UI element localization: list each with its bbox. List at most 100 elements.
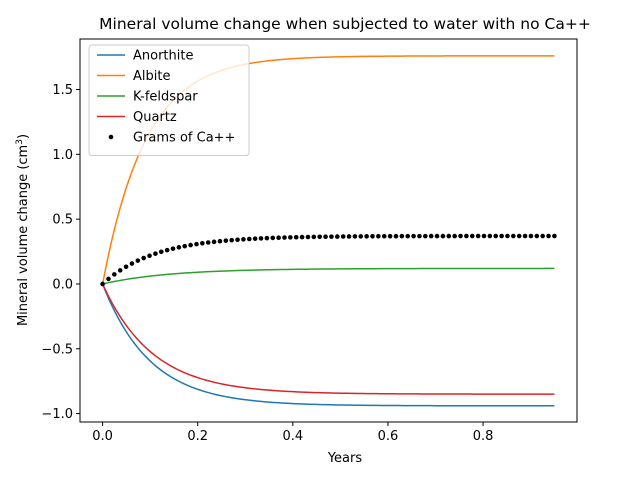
data-point-grams-of-ca: [258, 236, 264, 241]
y-tick-label: −1.0: [41, 407, 73, 422]
data-point-grams-of-ca: [158, 249, 164, 255]
data-point-grams-of-ca: [370, 234, 375, 239]
data-point-grams-of-ca: [428, 233, 434, 239]
y-tick-label: 1.0: [52, 148, 73, 163]
data-point-grams-of-ca: [164, 247, 170, 253]
data-point-grams-of-ca: [516, 233, 522, 239]
legend-label-quartz: Quartz: [133, 110, 177, 125]
data-point-grams-of-ca: [487, 233, 493, 239]
axes-frame: [79, 38, 578, 423]
data-point-grams-of-ca: [276, 235, 281, 241]
data-point-grams-of-ca: [546, 233, 551, 239]
y-axis-label: Mineral volume change (cm3): [15, 134, 31, 326]
data-point-grams-of-ca: [147, 253, 152, 259]
data-point-grams-of-ca: [211, 239, 217, 245]
data-point-grams-of-ca: [141, 255, 146, 261]
data-point-grams-of-ca: [481, 233, 487, 239]
data-point-grams-of-ca: [417, 233, 422, 239]
data-point-grams-of-ca: [423, 233, 428, 239]
data-point-grams-of-ca: [364, 234, 369, 239]
data-point-grams-of-ca: [346, 234, 352, 239]
data-point-grams-of-ca: [446, 233, 452, 239]
data-point-grams-of-ca: [270, 235, 276, 241]
data-point-grams-of-ca: [411, 233, 416, 239]
data-point-grams-of-ca: [170, 246, 176, 251]
data-point-grams-of-ca: [434, 233, 440, 239]
data-point-grams-of-ca: [329, 234, 334, 239]
data-point-grams-of-ca: [540, 233, 545, 239]
data-point-grams-of-ca: [387, 233, 393, 239]
data-point-grams-of-ca: [511, 233, 516, 239]
data-point-grams-of-ca: [376, 233, 381, 239]
data-point-grams-of-ca: [393, 233, 399, 239]
data-point-grams-of-ca: [293, 234, 299, 240]
x-tick-label: 0.6: [378, 429, 399, 444]
x-tick-label: 0.8: [473, 429, 494, 444]
x-tick-label: 0.0: [92, 429, 113, 444]
legend: Anorthite Albite K-feldspar Quartz Grams of …: [88, 44, 250, 156]
series-line-anorthite: [101, 283, 555, 407]
data-point-grams-of-ca: [317, 234, 323, 240]
data-point-grams-of-ca: [358, 234, 364, 239]
y-axis-label-close: ): [16, 134, 31, 139]
legend-label-albite: Albite: [133, 69, 170, 84]
legend-label-k-feldspar: K-feldspar: [133, 90, 198, 105]
data-point-grams-of-ca: [176, 245, 182, 250]
data-point-grams-of-ca: [299, 234, 305, 240]
data-point-grams-of-ca: [252, 236, 258, 241]
data-point-grams-of-ca: [311, 234, 317, 240]
legend-box: [88, 44, 250, 156]
y-tick-label: 0.5: [52, 213, 73, 228]
data-point-grams-of-ca: [135, 258, 141, 263]
data-point-grams-of-ca: [200, 240, 205, 246]
data-point-grams-of-ca: [282, 235, 287, 240]
data-point-grams-of-ca: [123, 264, 129, 270]
data-point-grams-of-ca: [505, 233, 510, 239]
data-point-grams-of-ca: [440, 233, 446, 239]
data-point-grams-of-ca: [112, 272, 117, 277]
data-point-grams-of-ca: [323, 234, 328, 240]
data-point-grams-of-ca: [528, 233, 534, 239]
data-point-grams-of-ca: [305, 234, 311, 240]
y-axis: −1.0 −0.5 0.0 0.5 1.0 1.5: [41, 83, 80, 422]
data-point-grams-of-ca: [464, 233, 469, 239]
data-point-grams-of-ca: [194, 241, 199, 247]
data-point-grams-of-ca: [335, 234, 340, 239]
data-point-grams-of-ca: [129, 261, 135, 266]
x-tick-label: 0.2: [187, 429, 208, 444]
data-point-grams-of-ca: [241, 237, 246, 242]
data-point-grams-of-ca: [229, 237, 234, 243]
x-tick-label: 0.4: [282, 429, 303, 444]
data-point-grams-of-ca: [493, 233, 499, 239]
data-point-grams-of-ca: [106, 276, 111, 282]
data-point-grams-of-ca: [264, 235, 270, 241]
data-point-grams-of-ca: [499, 233, 504, 239]
data-point-grams-of-ca: [405, 233, 411, 239]
data-point-grams-of-ca: [182, 243, 188, 249]
x-axis: 0.0 0.2 0.4 0.6 0.8: [92, 422, 493, 444]
data-point-grams-of-ca: [475, 233, 481, 239]
x-axis-label: Years: [327, 451, 363, 466]
legend-swatch-grams-of-ca: [108, 134, 114, 140]
data-point-grams-of-ca: [381, 233, 387, 239]
legend-label-grams-of-ca: Grams of Ca++: [133, 131, 235, 146]
data-point-grams-of-ca: [188, 242, 193, 248]
data-point-grams-of-ca: [153, 251, 158, 256]
series-line-quartz: [101, 283, 555, 395]
data-point-grams-of-ca: [246, 236, 252, 242]
y-axis-label-superscript: 3: [15, 139, 25, 145]
data-point-grams-of-ca: [205, 240, 211, 245]
chart-title: Mineral volume change when subjected to …: [99, 15, 591, 33]
legend-label-anorthite: Anorthite: [133, 49, 193, 64]
data-point-grams-of-ca: [534, 233, 540, 239]
data-point-grams-of-ca: [458, 233, 463, 239]
data-point-grams-of-ca: [235, 237, 240, 243]
y-tick-label: −0.5: [41, 342, 73, 357]
y-tick-label: 0.0: [52, 277, 73, 292]
data-point-grams-of-ca: [352, 234, 358, 239]
data-point-grams-of-ca: [399, 233, 405, 239]
y-axis-label-text: Mineral volume change (cm: [16, 145, 31, 326]
data-point-grams-of-ca: [552, 233, 557, 239]
data-point-grams-of-ca: [100, 281, 105, 287]
